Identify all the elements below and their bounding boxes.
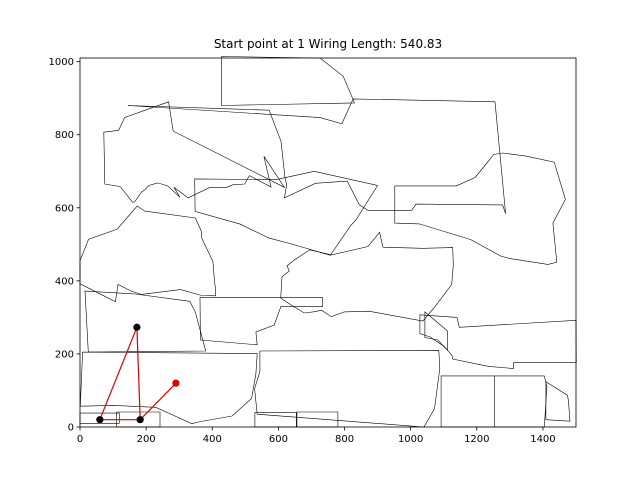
x-tick-label: 200 xyxy=(137,434,156,445)
wire-line xyxy=(139,382,177,421)
x-tick-label: 0 xyxy=(77,434,83,445)
x-tick-label: 400 xyxy=(203,434,222,445)
outline-polygon xyxy=(254,349,441,428)
x-tick-label: 1200 xyxy=(464,434,489,445)
outline-polygon xyxy=(221,56,355,106)
outline-polygon xyxy=(194,170,379,256)
outline-polygon xyxy=(79,205,216,303)
x-tick-label: 600 xyxy=(269,434,288,445)
plot-frame xyxy=(79,57,577,428)
outline-polygon xyxy=(394,152,566,265)
wire-line xyxy=(99,327,141,421)
chart-title: Start point at 1 Wiring Length: 540.83 xyxy=(214,37,442,51)
outline-polygon xyxy=(199,297,324,346)
x-tick-label: 800 xyxy=(335,434,354,445)
x-tick-label: 1400 xyxy=(530,434,555,445)
outline-polygon xyxy=(84,290,207,353)
outline-polygon xyxy=(280,231,454,322)
y-tick-label: 1000 xyxy=(49,57,74,68)
outline-polygon xyxy=(296,411,339,428)
outline-polygon xyxy=(419,314,577,369)
y-tick-label: 800 xyxy=(55,130,74,141)
axes: 0 200 400 600 800 1000 1200 1400 0 200 400 600 800 10… xyxy=(49,57,577,445)
wire-node xyxy=(96,416,104,424)
outline-polygon xyxy=(79,351,258,425)
wire-node xyxy=(136,416,144,424)
outline-polygon xyxy=(424,311,448,352)
x-tick-label: 1000 xyxy=(398,434,423,445)
wire-node xyxy=(133,323,141,331)
y-tick-label: 400 xyxy=(55,276,74,287)
wire-paths xyxy=(99,327,177,421)
outline-polygon xyxy=(545,381,571,422)
wire-nodes xyxy=(96,323,180,424)
outline-polygon xyxy=(127,98,506,214)
y-tick-label: 200 xyxy=(55,349,74,360)
y-tick-label: 0 xyxy=(68,423,74,434)
start-point xyxy=(172,379,180,387)
outline-polygon xyxy=(103,101,286,203)
outline-polygons xyxy=(79,56,577,428)
y-tick-label: 600 xyxy=(55,203,74,214)
